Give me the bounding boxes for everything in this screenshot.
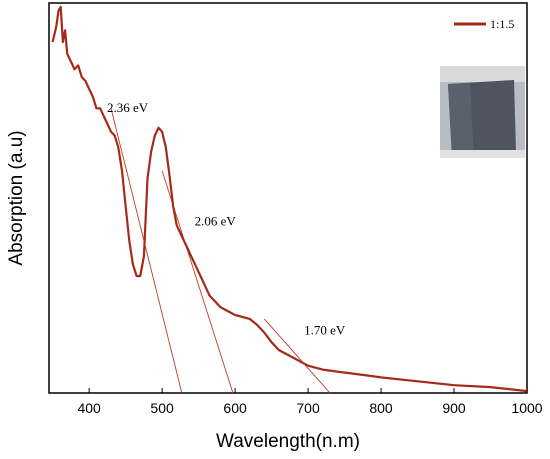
band-gap-label-3: 1.70 eV — [304, 323, 346, 338]
legend: 1:1.5 — [454, 17, 514, 31]
photo-film-shade — [448, 83, 474, 158]
x-ticks: 400 500 600 700 800 900 1000 — [77, 388, 543, 416]
x-tick-label: 900 — [442, 400, 466, 416]
x-tick-label: 800 — [369, 400, 393, 416]
x-axis-label: Wavelength(n.m) — [216, 431, 360, 452]
photo-top-clip — [440, 66, 525, 82]
tangent-line-1 — [110, 108, 183, 394]
x-tick-label: 500 — [150, 400, 174, 416]
plot-frame — [48, 2, 528, 394]
legend-label: 1:1.5 — [490, 17, 514, 31]
annotations: 2.36 eV 2.06 eV 1.70 eV — [107, 100, 346, 337]
x-tick-label: 400 — [77, 400, 101, 416]
x-tick-label: 600 — [223, 400, 247, 416]
x-tick-label: 1000 — [511, 400, 542, 416]
series-line-1-1-5 — [51, 5, 528, 393]
band-gap-label-2: 2.06 eV — [195, 213, 237, 228]
tangent-line-3 — [263, 318, 331, 394]
y-axis-label: Absorption (a.u) — [6, 130, 27, 265]
photo-bottom-edge — [440, 150, 525, 158]
band-gap-label-1: 2.36 eV — [107, 100, 149, 115]
sample-photo — [440, 66, 525, 158]
x-tick-label: 700 — [296, 400, 320, 416]
